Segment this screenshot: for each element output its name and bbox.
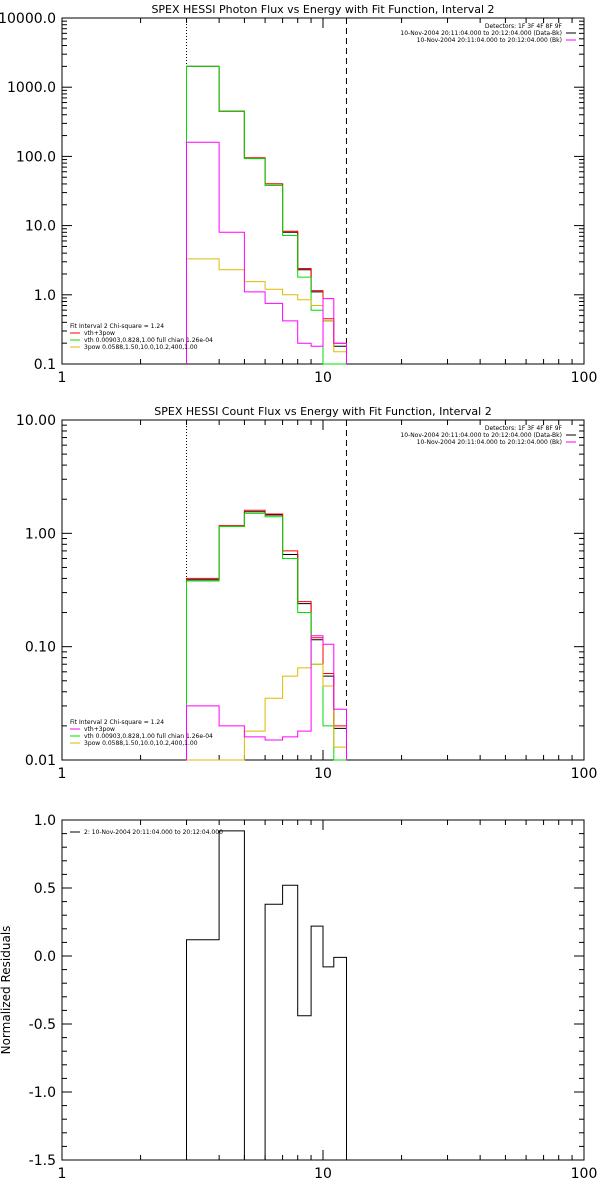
x-tick-label: 1 bbox=[58, 766, 67, 782]
x-tick-label: 10 bbox=[314, 1166, 332, 1182]
histogram-series-3 bbox=[186, 512, 347, 761]
x-tick-label: 1 bbox=[58, 370, 67, 386]
x-tick-label: 100 bbox=[571, 766, 598, 782]
histogram-series-1 bbox=[186, 830, 347, 1161]
header-text: 10-Nov-2004 20:11:04.000 to 20:12:04.000… bbox=[417, 439, 562, 446]
chart-panel-3: 1 10 100 -1.5 -1.0 -0.5 0.0 0.5 1.0 Normalized Re… bbox=[0, 813, 597, 1182]
histogram-series-5 bbox=[186, 141, 347, 364]
y-tick-label: 1000.0 bbox=[7, 80, 56, 96]
x-axis: 1 10 100 bbox=[58, 820, 598, 1182]
chart-title: SPEX HESSI Photon Flux vs Energy with Fi… bbox=[151, 3, 494, 16]
histogram-series-5 bbox=[186, 635, 347, 760]
x-axis: 1 10 100 bbox=[58, 18, 598, 386]
y-tick-label: 0.10 bbox=[25, 640, 56, 656]
y-tick-label: 100.0 bbox=[16, 149, 56, 165]
legend-label: vth+3pow bbox=[84, 726, 115, 733]
x-axis: 1 10 100 bbox=[58, 420, 598, 782]
chart-panel-2: SPEX HESSI Count Flux vs Energy with Fit… bbox=[16, 405, 597, 782]
histogram-series-2 bbox=[186, 509, 347, 760]
header-text: 10-Nov-2004 20:11:04.000 to 20:12:04.000… bbox=[400, 432, 562, 439]
legend-label: 3pow 0.0588,1.50,10.0,10.2,400,1.00 bbox=[84, 740, 198, 747]
legend-label: vth 0.00903,0.828,1.00 full chian 1.26e-… bbox=[84, 733, 213, 740]
y-axis: -1.5 -1.0 -0.5 0.0 0.5 1.0 bbox=[29, 813, 584, 1169]
x-tick-label: 10 bbox=[314, 766, 332, 782]
y-tick-label: 0.1 bbox=[34, 357, 56, 373]
x-tick-label: 1 bbox=[58, 1166, 67, 1182]
y-tick-label: 0.01 bbox=[25, 753, 56, 769]
x-tick-label: 100 bbox=[571, 370, 598, 386]
legend-label: vth+3pow bbox=[84, 330, 115, 337]
legend-label: 2: 10-Nov-2004 20:11:04.000 to 20:12:04.… bbox=[84, 829, 223, 836]
y-tick-label: 10.00 bbox=[16, 413, 56, 429]
header-text: 10-Nov-2004 20:11:04.000 to 20:12:04.000… bbox=[417, 37, 562, 44]
chart-title: SPEX HESSI Count Flux vs Energy with Fit… bbox=[154, 405, 491, 418]
y-tick-label: -0.5 bbox=[29, 1017, 56, 1033]
legend-label: 3pow 0.0588,1.50,10.0,10.2,400,1.00 bbox=[84, 344, 198, 351]
y-tick-label: 10000.0 bbox=[0, 11, 56, 27]
legend-heading: Fit Interval 2 Chi-square = 1.24 bbox=[70, 323, 164, 330]
y-tick-label: 1.0 bbox=[34, 813, 56, 829]
y-axis: 0.01 0.10 1.00 10.00 bbox=[16, 413, 584, 769]
plot-frame bbox=[61, 819, 585, 1161]
header-text: Detectors: 1F 3F 4F 8F 9F bbox=[485, 23, 563, 30]
y-axis: 0.1 1.0 10.0 100.0 1000.0 10000.0 bbox=[0, 11, 584, 373]
y-tick-label: 0.5 bbox=[34, 881, 56, 897]
header-text: Detectors: 1F 3F 4F 8F 9F bbox=[485, 425, 563, 432]
y-tick-label: -1.5 bbox=[29, 1153, 56, 1169]
y-tick-label: 1.00 bbox=[25, 526, 56, 542]
y-axis-label: Normalized Residuals bbox=[0, 926, 13, 1055]
y-tick-label: 10.0 bbox=[25, 219, 56, 235]
legend-heading: Fit Interval 2 Chi-square = 1.24 bbox=[70, 719, 164, 726]
y-tick-label: -1.0 bbox=[29, 1085, 56, 1101]
legend-label: vth 0.00903,0.828,1.00 full chian 1.26e-… bbox=[84, 337, 213, 344]
histogram-series-4 bbox=[186, 258, 347, 364]
chart-panel-1: SPEX HESSI Photon Flux vs Energy with Fi… bbox=[0, 3, 597, 386]
x-tick-label: 10 bbox=[314, 370, 332, 386]
y-tick-label: 0.0 bbox=[34, 949, 56, 965]
y-tick-label: 1.0 bbox=[34, 288, 56, 304]
x-tick-label: 100 bbox=[571, 1166, 598, 1182]
header-text: 10-Nov-2004 20:11:04.000 to 20:12:04.000… bbox=[400, 30, 562, 37]
